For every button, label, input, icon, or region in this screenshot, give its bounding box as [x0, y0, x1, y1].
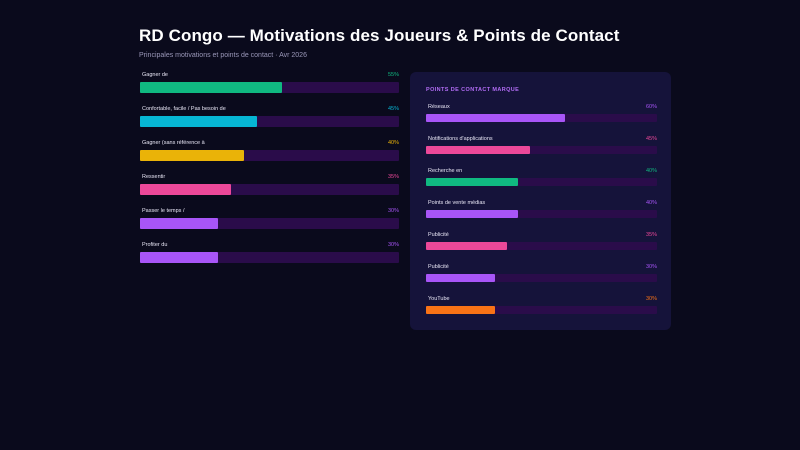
touchpoint-bar-track — [426, 210, 657, 218]
motivation-bar-value-label: 35% — [387, 174, 399, 180]
motivation-bar-track — [140, 218, 399, 229]
touchpoint-bar-header: Recherche en 40% — [426, 168, 657, 178]
touchpoint-bar-track — [426, 242, 657, 250]
touchpoint-bar-value-label: 30% — [645, 296, 657, 302]
motivation-bar-row: Gagner de 55% — [140, 72, 399, 106]
touchpoint-bar-row: Réseaux 60% — [426, 104, 657, 136]
motivation-bar-header: Gagner de 55% — [140, 72, 399, 82]
touchpoint-bar-header: Notifications d'applications 45% — [426, 136, 657, 146]
touchpoints-panel: POINTS DE CONTACT MARQUE Réseaux 60% Notif… — [410, 72, 671, 330]
motivation-bar-track — [140, 116, 399, 127]
motivation-bar-row: Passer le temps / 30% — [140, 208, 399, 242]
touchpoint-bar — [426, 210, 519, 218]
touchpoints-panel-title: POINTS DE CONTACT MARQUE — [426, 87, 520, 93]
touchpoint-bar-value-label: 40% — [645, 168, 657, 174]
touchpoint-bar-header: Points de vente médias 40% — [426, 200, 657, 210]
touchpoint-bar-track — [426, 178, 657, 186]
touchpoint-bar-value-label: 40% — [645, 200, 657, 206]
motivation-bar — [140, 252, 218, 263]
motivation-bar-track — [140, 82, 399, 93]
touchpoint-bar-label: Notifications d'applications — [428, 136, 493, 142]
motivation-bar — [140, 218, 218, 229]
touchpoint-bar-label: Recherche en — [428, 168, 463, 174]
motivation-bar-header: Profiter du 30% — [140, 242, 399, 252]
touchpoint-bar-track — [426, 274, 657, 282]
touchpoint-bar — [426, 242, 507, 250]
motivation-bar-row: Confortable, facile / Pas besoin de 45% — [140, 106, 399, 140]
touchpoint-bar-label: YouTube — [428, 296, 450, 302]
motivation-bar-label: Profiter du — [142, 242, 168, 248]
touchpoint-bar-row: Recherche en 40% — [426, 168, 657, 200]
motivation-bar-label: Gagner de — [142, 72, 168, 78]
touchpoint-bar — [426, 178, 519, 186]
motivation-bar-header: Gagner (sans référence à 40% — [140, 140, 399, 150]
motivation-bar-header: Confortable, facile / Pas besoin de 45% — [140, 106, 399, 116]
content-columns: Gagner de 55% Confortable, facile / Pas be… — [139, 72, 671, 332]
motivation-bar-value-label: 40% — [387, 140, 399, 146]
touchpoint-bar-row: Publicité 35% — [426, 232, 657, 264]
touchpoint-bar-track — [426, 114, 657, 122]
motivation-bar-track — [140, 252, 399, 263]
motivation-bar — [140, 82, 283, 93]
motivation-bar-value-label: 30% — [387, 208, 399, 214]
motivation-bar-header: Passer le temps / 30% — [140, 208, 399, 218]
touchpoint-bar-label: Réseaux — [428, 104, 450, 110]
touchpoint-bar — [426, 146, 530, 154]
touchpoint-bar-row: Points de vente médias 40% — [426, 200, 657, 232]
motivation-bar-row: Profiter du 30% — [140, 242, 399, 276]
motivation-bar-track — [140, 184, 399, 195]
touchpoint-bar-track — [426, 306, 657, 314]
page-title: RD Congo — Motivations des Joueurs & Poi… — [139, 26, 620, 45]
touchpoint-bar — [426, 306, 496, 314]
touchpoint-bar-track — [426, 146, 657, 154]
touchpoint-bar — [426, 274, 496, 282]
motivation-bar-track — [140, 150, 399, 161]
touchpoint-bar — [426, 114, 565, 122]
motivation-bar-value-label: 45% — [387, 106, 399, 112]
touchpoint-bar-header: Publicité 35% — [426, 232, 657, 242]
motivation-bar-label: Gagner (sans référence à — [142, 140, 205, 146]
touchpoint-bar-value-label: 35% — [645, 232, 657, 238]
touchpoint-bar-value-label: 30% — [645, 264, 657, 270]
touchpoint-bar-header: Publicité 30% — [426, 264, 657, 274]
touchpoints-chart: Réseaux 60% Notifications d'applications 45… — [426, 104, 659, 328]
motivation-bar — [140, 116, 257, 127]
touchpoint-bar-header: Réseaux 60% — [426, 104, 657, 114]
motivation-bar-label: Ressentir — [142, 174, 166, 180]
touchpoint-bar-label: Publicité — [428, 264, 449, 270]
touchpoint-bar-row: YouTube 30% — [426, 296, 657, 328]
motivation-bar — [140, 150, 244, 161]
motivations-chart: Gagner de 55% Confortable, facile / Pas be… — [140, 72, 399, 276]
motivation-bar-header: Ressentir 35% — [140, 174, 399, 184]
touchpoint-bar-value-label: 60% — [645, 104, 657, 110]
motivation-bar-row: Gagner (sans référence à 40% — [140, 140, 399, 174]
touchpoint-bar-header: YouTube 30% — [426, 296, 657, 306]
motivation-bar-row: Ressentir 35% — [140, 174, 399, 208]
touchpoint-bar-value-label: 45% — [645, 136, 657, 142]
touchpoint-bar-row: Publicité 30% — [426, 264, 657, 296]
touchpoint-bar-label: Points de vente médias — [428, 200, 486, 206]
touchpoint-bar-label: Publicité — [428, 232, 449, 238]
motivation-bar-label: Passer le temps / — [142, 208, 185, 214]
motivation-bar-value-label: 30% — [387, 242, 399, 248]
touchpoint-bar-row: Notifications d'applications 45% — [426, 136, 657, 168]
motivation-bar-value-label: 55% — [387, 72, 399, 78]
motivation-bar-label: Confortable, facile / Pas besoin de — [142, 106, 226, 112]
motivation-bar — [140, 184, 231, 195]
page-subtitle: Principales motivations et points de con… — [139, 52, 307, 59]
